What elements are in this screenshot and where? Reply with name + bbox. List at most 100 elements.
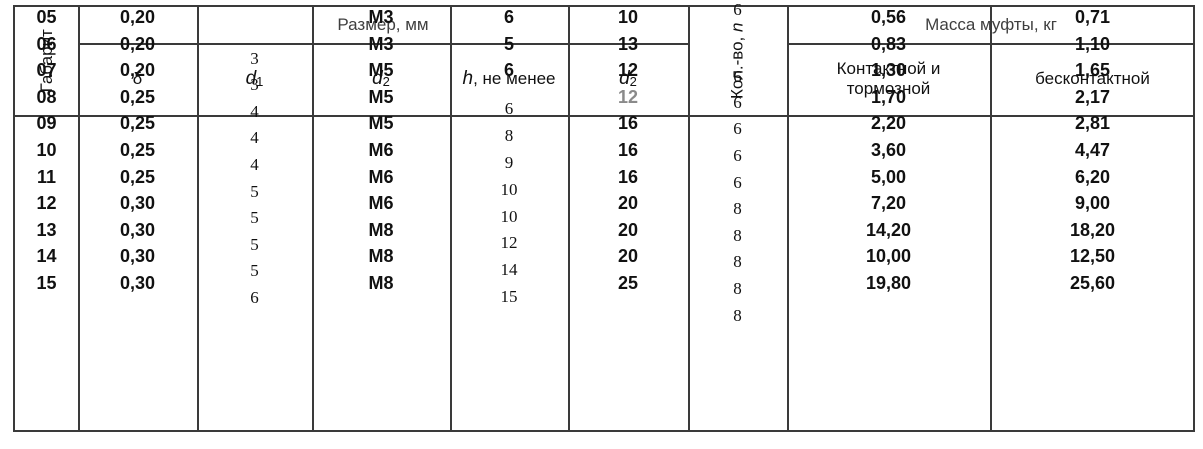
col-divider-7 [787, 7, 789, 430]
cell-d1: 4 [250, 155, 259, 174]
cell-delta: 0,25 [119, 166, 156, 187]
cell-gabarit: 11 [36, 166, 57, 187]
header-d2-base: d [372, 68, 383, 90]
cell-massa-kontakt: 2,20 [870, 113, 907, 134]
cell-kolvo: 6 [733, 67, 742, 87]
cell-massa-beskontakt: 0,71 [1074, 7, 1111, 27]
cell-massa-beskontakt: 2,81 [1074, 113, 1111, 134]
cell-massa-beskontakt: 4,47 [1074, 140, 1111, 160]
cell-gabarit: 10 [36, 140, 57, 160]
cell-delta: 0,20 [119, 33, 156, 54]
cell-d2: М3 [368, 7, 394, 27]
cell-delta: 0,30 [119, 219, 156, 240]
cell-d1: 3 [250, 75, 259, 95]
cell-massa-kontakt: 5,00 [870, 166, 907, 187]
cell-d2b: 25 [617, 273, 639, 293]
header-h-symbol: h [462, 68, 474, 90]
cell-massa-kontakt: 14,20 [865, 219, 912, 240]
cell-delta: 0,25 [119, 86, 156, 107]
cell-h: 5 [503, 33, 514, 54]
cell-gabarit: 08 [36, 86, 57, 107]
column-d2b: 10 13 12 12 16 16 16 20 20 20 25 [568, 7, 688, 430]
cell-massa-beskontakt: 2,17 [1074, 86, 1111, 107]
cell-h: 6 [504, 99, 514, 119]
column-h: 6 5 6 6 8 9 10 10 12 14 15 [450, 7, 568, 430]
cell-kolvo: 8 [733, 279, 742, 298]
cell-massa-kontakt: 19,80 [865, 273, 912, 293]
column-massa-beskontakt: 0,71 1,10 1,65 2,17 2,81 4,47 6,20 9,00 18,20 12,… [990, 7, 1195, 430]
header-beskontaktnoy: бесконтактной [990, 43, 1195, 115]
cell-h: 8 [504, 126, 514, 145]
cell-d2b: 16 [617, 113, 639, 134]
cell-kolvo-last: 8 [733, 305, 742, 325]
cell-massa-beskontakt: 18,20 [1069, 219, 1116, 240]
cell-delta: 0,30 [119, 273, 156, 293]
cell-d2: М6 [368, 193, 394, 214]
cell-delta: 0,30 [119, 193, 156, 214]
cell-gabarit: 09 [36, 113, 57, 134]
cell-d2: М8 [368, 219, 394, 240]
cell-h: 6 [503, 60, 514, 81]
cell-d2: М3 [368, 33, 394, 54]
cell-kolvo: 6 [733, 0, 742, 19]
header-h-rest: , не менее [473, 69, 556, 89]
specification-table: Габарит Размер, мм Кол.-во, n Масса муфт… [13, 0, 1195, 432]
cell-d1: 5 [250, 181, 259, 201]
cell-h: 14 [500, 260, 518, 279]
cell-h: 10 [500, 206, 518, 226]
cell-d2b: 13 [617, 33, 639, 54]
header-body-divider [15, 115, 1195, 117]
cell-d2b: 12 [617, 86, 639, 107]
header-delta-label: δ [132, 69, 143, 89]
cell-h: 9 [504, 152, 514, 172]
cell-d2: М8 [368, 246, 394, 267]
cell-h: 6 [503, 7, 514, 27]
header-h: h, не менее [450, 43, 568, 115]
cell-d1: 5 [250, 261, 259, 281]
cell-delta: 0,25 [119, 113, 156, 134]
header-delta: δ [78, 43, 197, 115]
cell-massa-kontakt: 0,56 [870, 7, 907, 27]
cell-massa-beskontakt: 9,00 [1074, 193, 1111, 214]
cell-massa-beskontakt: 6,20 [1074, 166, 1111, 187]
cell-gabarit: 14 [36, 246, 57, 267]
header-razmer-label: Размер, мм [337, 15, 429, 35]
cell-massa-beskontakt: 1,65 [1074, 60, 1111, 81]
header-d1-index: 1 [256, 73, 264, 89]
col-divider-2 [197, 7, 199, 430]
header-kontaktnoy-line1: Контактной и [836, 59, 941, 79]
cell-d2: М5 [368, 86, 394, 107]
cell-delta: 0,20 [119, 7, 156, 27]
cell-d2b: 20 [617, 193, 639, 214]
cell-massa-kontakt: 0,83 [870, 33, 907, 54]
header-d2b-base: d [619, 68, 630, 90]
col-divider-3 [312, 7, 314, 430]
header-d1-base: d [245, 68, 257, 90]
col-divider-6 [688, 7, 690, 430]
cell-massa-kontakt: 3,60 [870, 140, 907, 160]
column-d1: 3 3 4 4 4 5 5 5 5 6 [197, 7, 312, 430]
cell-massa-kontakt: 1,70 [870, 86, 907, 107]
header-kontaktnoy-line2: тормозной [846, 79, 931, 98]
cell-d1: 3 [250, 48, 259, 68]
cell-d1: 5 [250, 208, 259, 228]
cell-gabarit: 12 [36, 193, 57, 214]
cell-d1: 6 [250, 288, 259, 307]
col-divider-8 [990, 7, 992, 430]
cell-kolvo: 8 [733, 225, 742, 245]
cell-delta: 0,20 [119, 60, 156, 81]
cell-d1: 4 [250, 101, 259, 121]
cell-massa-beskontakt: 1,10 [1074, 33, 1111, 54]
cell-kolvo: 6 [733, 119, 742, 139]
cell-massa-beskontakt: 25,60 [1069, 273, 1116, 293]
column-delta: 0,20 0,20 0,20 0,25 0,25 0,25 0,25 0,30 0,30 0,30… [78, 7, 197, 430]
header-d2-index: 2 [382, 73, 390, 89]
cell-h-last: 15 [500, 286, 518, 306]
cell-d2: М8 [368, 273, 394, 293]
group-header-divider-massa [787, 43, 1195, 45]
column-kolvo: 6 6 6 6 6 6 8 8 8 8 8 [688, 0, 787, 430]
cell-kolvo: 8 [733, 199, 742, 219]
header-beskontaktnoy-label: бесконтактной [1035, 69, 1150, 89]
